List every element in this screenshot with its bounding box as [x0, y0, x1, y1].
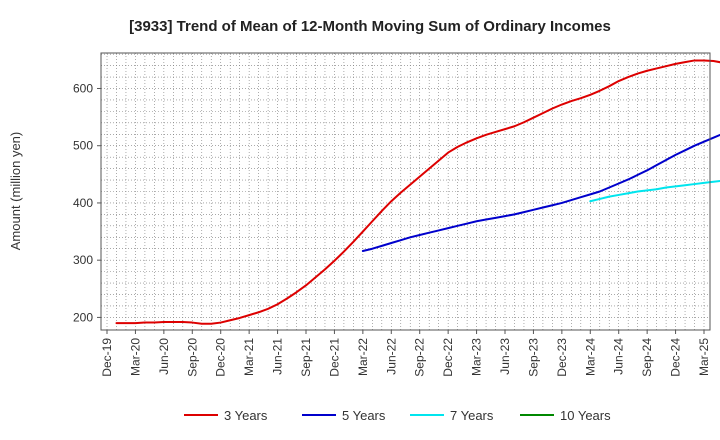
x-tick-label: Dec-20 — [214, 338, 228, 377]
legend-label-7-years: 7 Years — [450, 408, 494, 423]
x-tick-label: Sep-24 — [640, 338, 654, 377]
x-tick-label: Jun-22 — [384, 338, 398, 375]
x-tick-label: Sep-21 — [299, 338, 313, 377]
x-tick-label: Dec-22 — [441, 338, 455, 377]
x-tick-label: Jun-23 — [498, 338, 512, 375]
x-tick-label: Mar-24 — [583, 338, 597, 376]
y-axis-ticks: 200 300 400 500 600 — [73, 81, 101, 324]
y-tick-label: 600 — [73, 81, 93, 95]
x-tick-label: Sep-20 — [185, 338, 199, 377]
y-tick-label: 300 — [73, 253, 93, 267]
x-tick-label: Mar-21 — [242, 338, 256, 376]
plot-area — [100, 52, 711, 331]
x-tick-label: Dec-21 — [327, 338, 341, 377]
legend: 3 Years 5 Years 7 Years 10 Years — [184, 408, 611, 423]
y-tick-label: 400 — [73, 196, 93, 210]
series-line-5-years — [361, 133, 720, 253]
series-line-7-years — [589, 179, 720, 203]
chart-title: [3933] Trend of Mean of 12-Month Moving … — [129, 18, 611, 35]
x-tick-label: Sep-22 — [413, 338, 427, 377]
y-tick-label: 500 — [73, 139, 93, 153]
x-tick-label: Dec-23 — [555, 338, 569, 377]
x-tick-label: Jun-20 — [157, 338, 171, 375]
x-tick-label: Sep-23 — [526, 338, 540, 377]
x-tick-label: Mar-23 — [470, 338, 484, 376]
legend-label-10-years: 10 Years — [560, 408, 611, 423]
series-line-3-years — [115, 59, 720, 325]
x-tick-label: Dec-19 — [100, 338, 114, 377]
x-tick-label: Mar-22 — [356, 338, 370, 376]
y-axis-label: Amount (million yen) — [8, 132, 23, 251]
x-axis-ticks: Dec-19 Mar-20 Jun-20 Sep-20 Dec-20 Mar-21 Jun-… — [100, 330, 711, 377]
legend-label-3-years: 3 Years — [224, 408, 268, 423]
x-tick-label: Mar-25 — [697, 338, 711, 376]
x-tick-label: Dec-24 — [669, 338, 683, 377]
y-tick-label: 200 — [73, 310, 93, 324]
legend-label-5-years: 5 Years — [342, 408, 386, 423]
grid-layer — [101, 53, 710, 330]
x-tick-label: Jun-24 — [612, 338, 626, 375]
x-tick-label: Mar-20 — [128, 338, 142, 376]
series-layer — [115, 59, 720, 325]
x-tick-label: Jun-21 — [271, 338, 285, 375]
